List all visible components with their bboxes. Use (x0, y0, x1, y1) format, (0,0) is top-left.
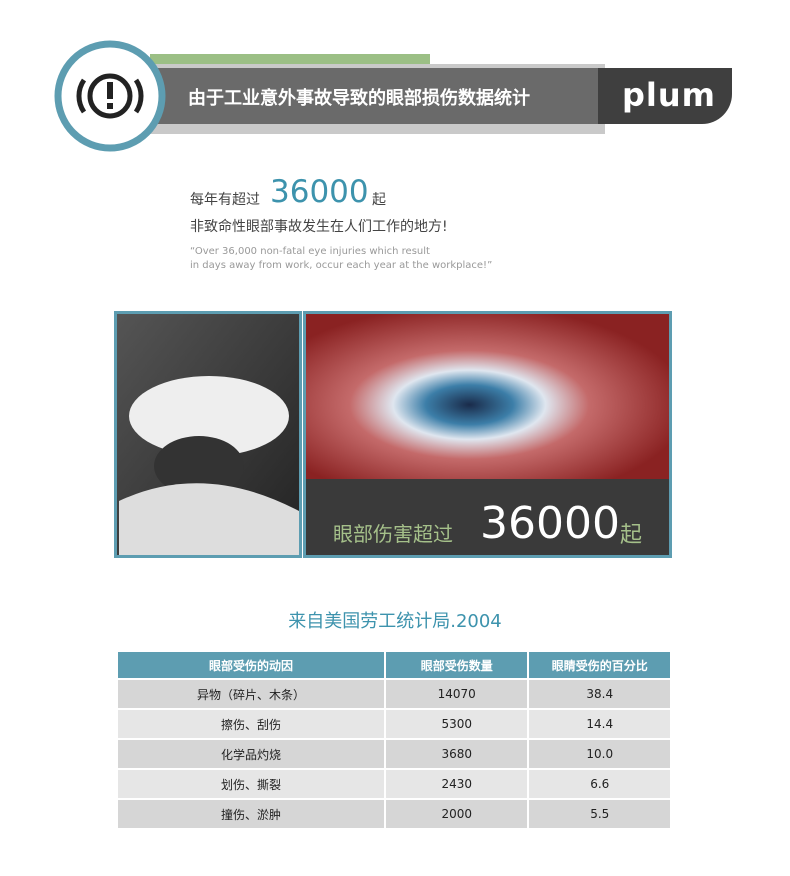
alert-icon (54, 40, 166, 152)
table-cell: 10.0 (529, 740, 670, 768)
table-cell: 划伤、撕裂 (118, 770, 384, 798)
table-cell: 5300 (385, 710, 528, 738)
table-cell: 撞伤、淤肿 (118, 800, 384, 828)
table-cell: 擦伤、刮伤 (118, 710, 384, 738)
intro-number: 36000 (270, 174, 369, 210)
photos (114, 311, 672, 558)
column-header: 眼睛受伤的百分比 (529, 652, 670, 678)
table-row: 化学品灼烧 3680 10.0 (118, 740, 670, 768)
caption-number: 36000 (480, 498, 620, 549)
caption-prefix: 眼部伤害超过 (333, 522, 453, 546)
table-cell: 5.5 (529, 800, 670, 828)
banner-bar (150, 68, 600, 124)
column-header: 眼部受伤的动因 (118, 652, 384, 678)
caption-suffix: 起 (620, 523, 643, 548)
table-cell: 异物（碎片、木条） (118, 680, 384, 708)
table-row: 擦伤、刮伤 5300 14.4 (118, 710, 670, 738)
table-cell: 6.6 (529, 770, 670, 798)
table-header: 眼部受伤的动因 眼部受伤数量 眼睛受伤的百分比 (118, 652, 670, 678)
table-title: 来自美国劳工统计局.2004 (288, 611, 502, 632)
table-cell: 2430 (385, 770, 528, 798)
table-cell: 38.4 (529, 680, 670, 708)
table-row: 划伤、撕裂 2430 6.6 (118, 770, 670, 798)
intro-suffix: 起 (372, 192, 386, 208)
quote-line: “Over 36,000 non-fatal eye injuries whic… (190, 246, 430, 257)
logo: plum (622, 76, 716, 114)
column-header: 眼部受伤数量 (385, 652, 528, 678)
table-row: 撞伤、淤肿 2000 5.5 (118, 800, 670, 828)
intro-line2: 非致命性眼部事故发生在人们工作的地方! (190, 219, 448, 235)
table-cell: 3680 (385, 740, 528, 768)
intro-prefix: 每年有超过 (190, 192, 260, 208)
table-cell: 化学品灼烧 (118, 740, 384, 768)
table-cell: 14070 (385, 680, 528, 708)
banner-logo-bg (598, 68, 732, 124)
table-cell: 14.4 (529, 710, 670, 738)
quote-line: in days away from work, occur each year … (190, 260, 493, 271)
table-cell: 2000 (385, 800, 528, 828)
data-table: 眼部受伤的动因 眼部受伤数量 眼睛受伤的百分比 异物（碎片、木条） 14070 38.4… (116, 650, 672, 830)
header-title: 由于工业意外事故导致的眼部损伤数据统计 (188, 88, 530, 109)
table-row: 异物（碎片、木条） 14070 38.4 (118, 680, 670, 708)
